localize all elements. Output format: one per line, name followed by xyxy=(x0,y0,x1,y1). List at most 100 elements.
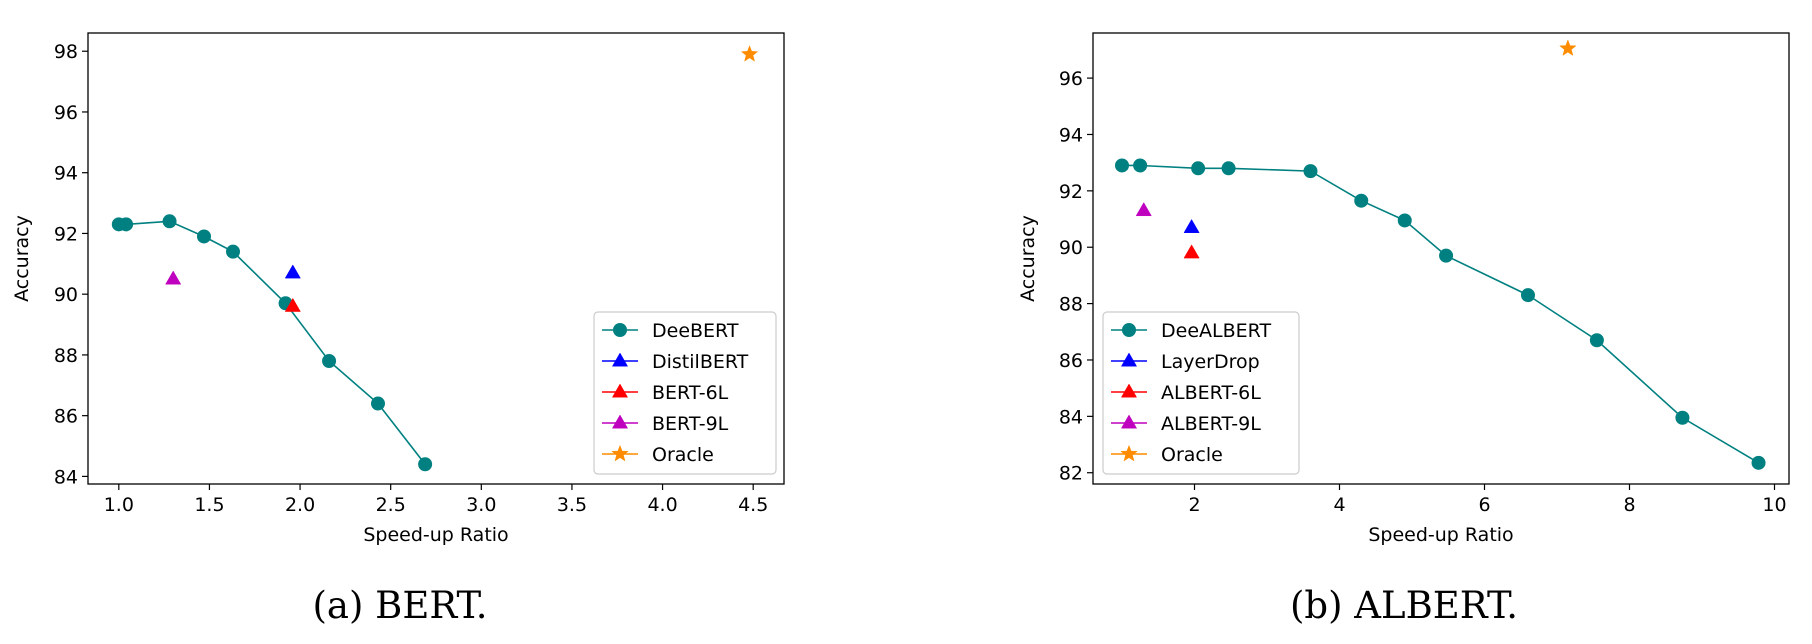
chart-albert: 2 4 6 8 10 82 84 86 88 90 92 94 96 Speed-up Ratio Accu… xyxy=(1017,32,1790,546)
data-point-deebert xyxy=(226,244,240,259)
y-tick-label: 98 xyxy=(54,41,78,63)
data-point-deealbert xyxy=(1133,158,1148,173)
y-tick-label: 94 xyxy=(1059,124,1083,146)
data-point-deebert xyxy=(371,396,385,411)
y-tick-label: 86 xyxy=(54,406,78,428)
legend-item-distilbert: DistilBERT xyxy=(602,351,749,373)
data-point-albert-6l xyxy=(1183,244,1200,259)
y-axis-label: Accuracy xyxy=(1017,215,1039,302)
x-tick-label: 1.0 xyxy=(104,494,134,516)
legend-item-deealbert: DeeALBERT xyxy=(1111,320,1271,342)
legend-label: Oracle xyxy=(1161,444,1223,466)
data-point-bert-6l xyxy=(284,297,301,312)
legend-marker xyxy=(1120,352,1138,367)
legend-label: DeeALBERT xyxy=(1161,320,1271,342)
data-point-deebert xyxy=(418,457,433,472)
legend-marker xyxy=(611,444,629,462)
series-albert-9l xyxy=(1135,202,1152,217)
x-tick-label: 10 xyxy=(1762,494,1786,516)
y-tick-label: 84 xyxy=(54,466,78,488)
series-line-deealbert xyxy=(1122,164,1759,464)
legend-marker xyxy=(1122,323,1136,337)
x-tick-label: 4 xyxy=(1333,494,1345,516)
caption-bert: (a) BERT. xyxy=(312,584,488,627)
x-tick-label: 6 xyxy=(1478,494,1490,516)
data-point-deebert xyxy=(197,229,211,244)
legend: DeeBERT DistilBERT BERT-6L BERT-9L Oracle xyxy=(593,311,777,475)
legend-item-deebert: DeeBERT xyxy=(602,320,739,342)
series-oracle xyxy=(1559,39,1577,56)
data-point-deealbert xyxy=(1589,333,1604,348)
x-tick-label: 2.5 xyxy=(376,494,406,516)
y-tick-label: 92 xyxy=(1059,181,1083,203)
y-axis-label: Accuracy xyxy=(11,215,33,302)
legend-item-albert-9l: ALBERT-9L xyxy=(1111,413,1261,435)
x-tick-label: 2.0 xyxy=(285,494,315,516)
x-tick-label: 3.0 xyxy=(466,494,496,516)
data-point-deebert xyxy=(119,217,134,232)
caption-albert: (b) ALBERT. xyxy=(1289,584,1519,627)
legend-marker xyxy=(611,383,629,398)
data-point-distilbert xyxy=(284,264,301,279)
data-point-deealbert xyxy=(1115,158,1129,173)
x-tick-label: 2 xyxy=(1188,494,1200,516)
y-tick-label: 90 xyxy=(1059,237,1083,259)
legend-item-bert-6l: BERT-6L xyxy=(602,382,729,404)
data-point-layerdrop xyxy=(1183,218,1200,233)
legend-marker xyxy=(613,323,627,337)
series-bert-9l xyxy=(165,270,182,285)
data-point-deealbert xyxy=(1354,193,1369,208)
legend-box xyxy=(593,311,777,475)
legend-label: ALBERT-6L xyxy=(1161,382,1261,404)
x-tick-label: 4.0 xyxy=(647,494,677,516)
series-oracle xyxy=(740,45,759,62)
data-point-oracle xyxy=(740,45,759,62)
legend-item-oracle: Oracle xyxy=(1111,444,1223,466)
y-tick-label: 94 xyxy=(54,163,78,185)
data-point-oracle xyxy=(1559,39,1577,56)
legend-item-albert-6l: ALBERT-6L xyxy=(1111,382,1261,404)
data-point-deealbert xyxy=(1191,161,1206,176)
y-tick-label: 84 xyxy=(1059,406,1083,428)
y-tick-label: 86 xyxy=(1059,350,1083,372)
data-point-deealbert xyxy=(1675,410,1690,425)
x-axis-label: Speed-up Ratio xyxy=(363,524,508,546)
series-albert-6l xyxy=(1183,244,1200,259)
legend-label: Oracle xyxy=(652,444,714,466)
data-point-deealbert xyxy=(1303,164,1318,179)
legend-label: BERT-9L xyxy=(652,413,729,435)
legend-label: DistilBERT xyxy=(652,351,749,373)
legend-label: BERT-6L xyxy=(652,382,729,404)
data-point-deealbert xyxy=(1439,248,1454,263)
legend-label: DeeBERT xyxy=(652,320,739,342)
series-deebert xyxy=(111,214,433,472)
chart-bert: 1.0 1.5 2.0 2.5 3.0 3.5 4.0 4.5 84 86 88 90 92 94 96 98… xyxy=(11,32,785,546)
plot-frame xyxy=(1092,32,1790,485)
data-point-deealbert xyxy=(1521,288,1535,303)
y-tick-label: 92 xyxy=(54,223,78,245)
y-tick-label: 82 xyxy=(1059,463,1083,485)
legend: DeeALBERT LayerDrop ALBERT-6L ALBERT-9L Orac… xyxy=(1102,311,1300,475)
data-point-deealbert xyxy=(1397,213,1412,228)
y-tick-label: 88 xyxy=(1059,294,1083,316)
y-tick-label: 96 xyxy=(1059,68,1083,90)
legend-marker xyxy=(611,414,629,429)
legend-item-layerdrop: LayerDrop xyxy=(1111,351,1260,373)
data-point-deealbert xyxy=(1221,161,1236,176)
legend-item-oracle: Oracle xyxy=(602,444,714,466)
data-point-bert-9l xyxy=(165,270,182,285)
legend-marker xyxy=(1120,444,1138,462)
x-tick-label: 8 xyxy=(1623,494,1635,516)
legend-marker xyxy=(1120,414,1138,429)
series-bert-6l xyxy=(284,297,301,312)
x-tick-label: 3.5 xyxy=(557,494,587,516)
plot-frame xyxy=(87,32,785,485)
legend-marker xyxy=(611,352,629,367)
data-point-deebert xyxy=(162,214,177,229)
x-axis-label: Speed-up Ratio xyxy=(1368,524,1513,546)
series-line-deebert xyxy=(118,220,426,465)
y-tick-label: 90 xyxy=(54,284,78,306)
legend-label: ALBERT-9L xyxy=(1161,413,1261,435)
series-layerdrop xyxy=(1183,218,1200,233)
